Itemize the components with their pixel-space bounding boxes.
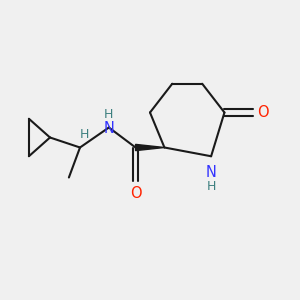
Text: O: O — [257, 105, 269, 120]
Text: H: H — [206, 180, 216, 193]
Text: H: H — [80, 128, 89, 142]
Text: O: O — [130, 186, 141, 201]
Text: N: N — [103, 121, 114, 136]
Text: H: H — [104, 109, 114, 122]
Polygon shape — [136, 144, 164, 151]
Text: N: N — [206, 165, 217, 180]
